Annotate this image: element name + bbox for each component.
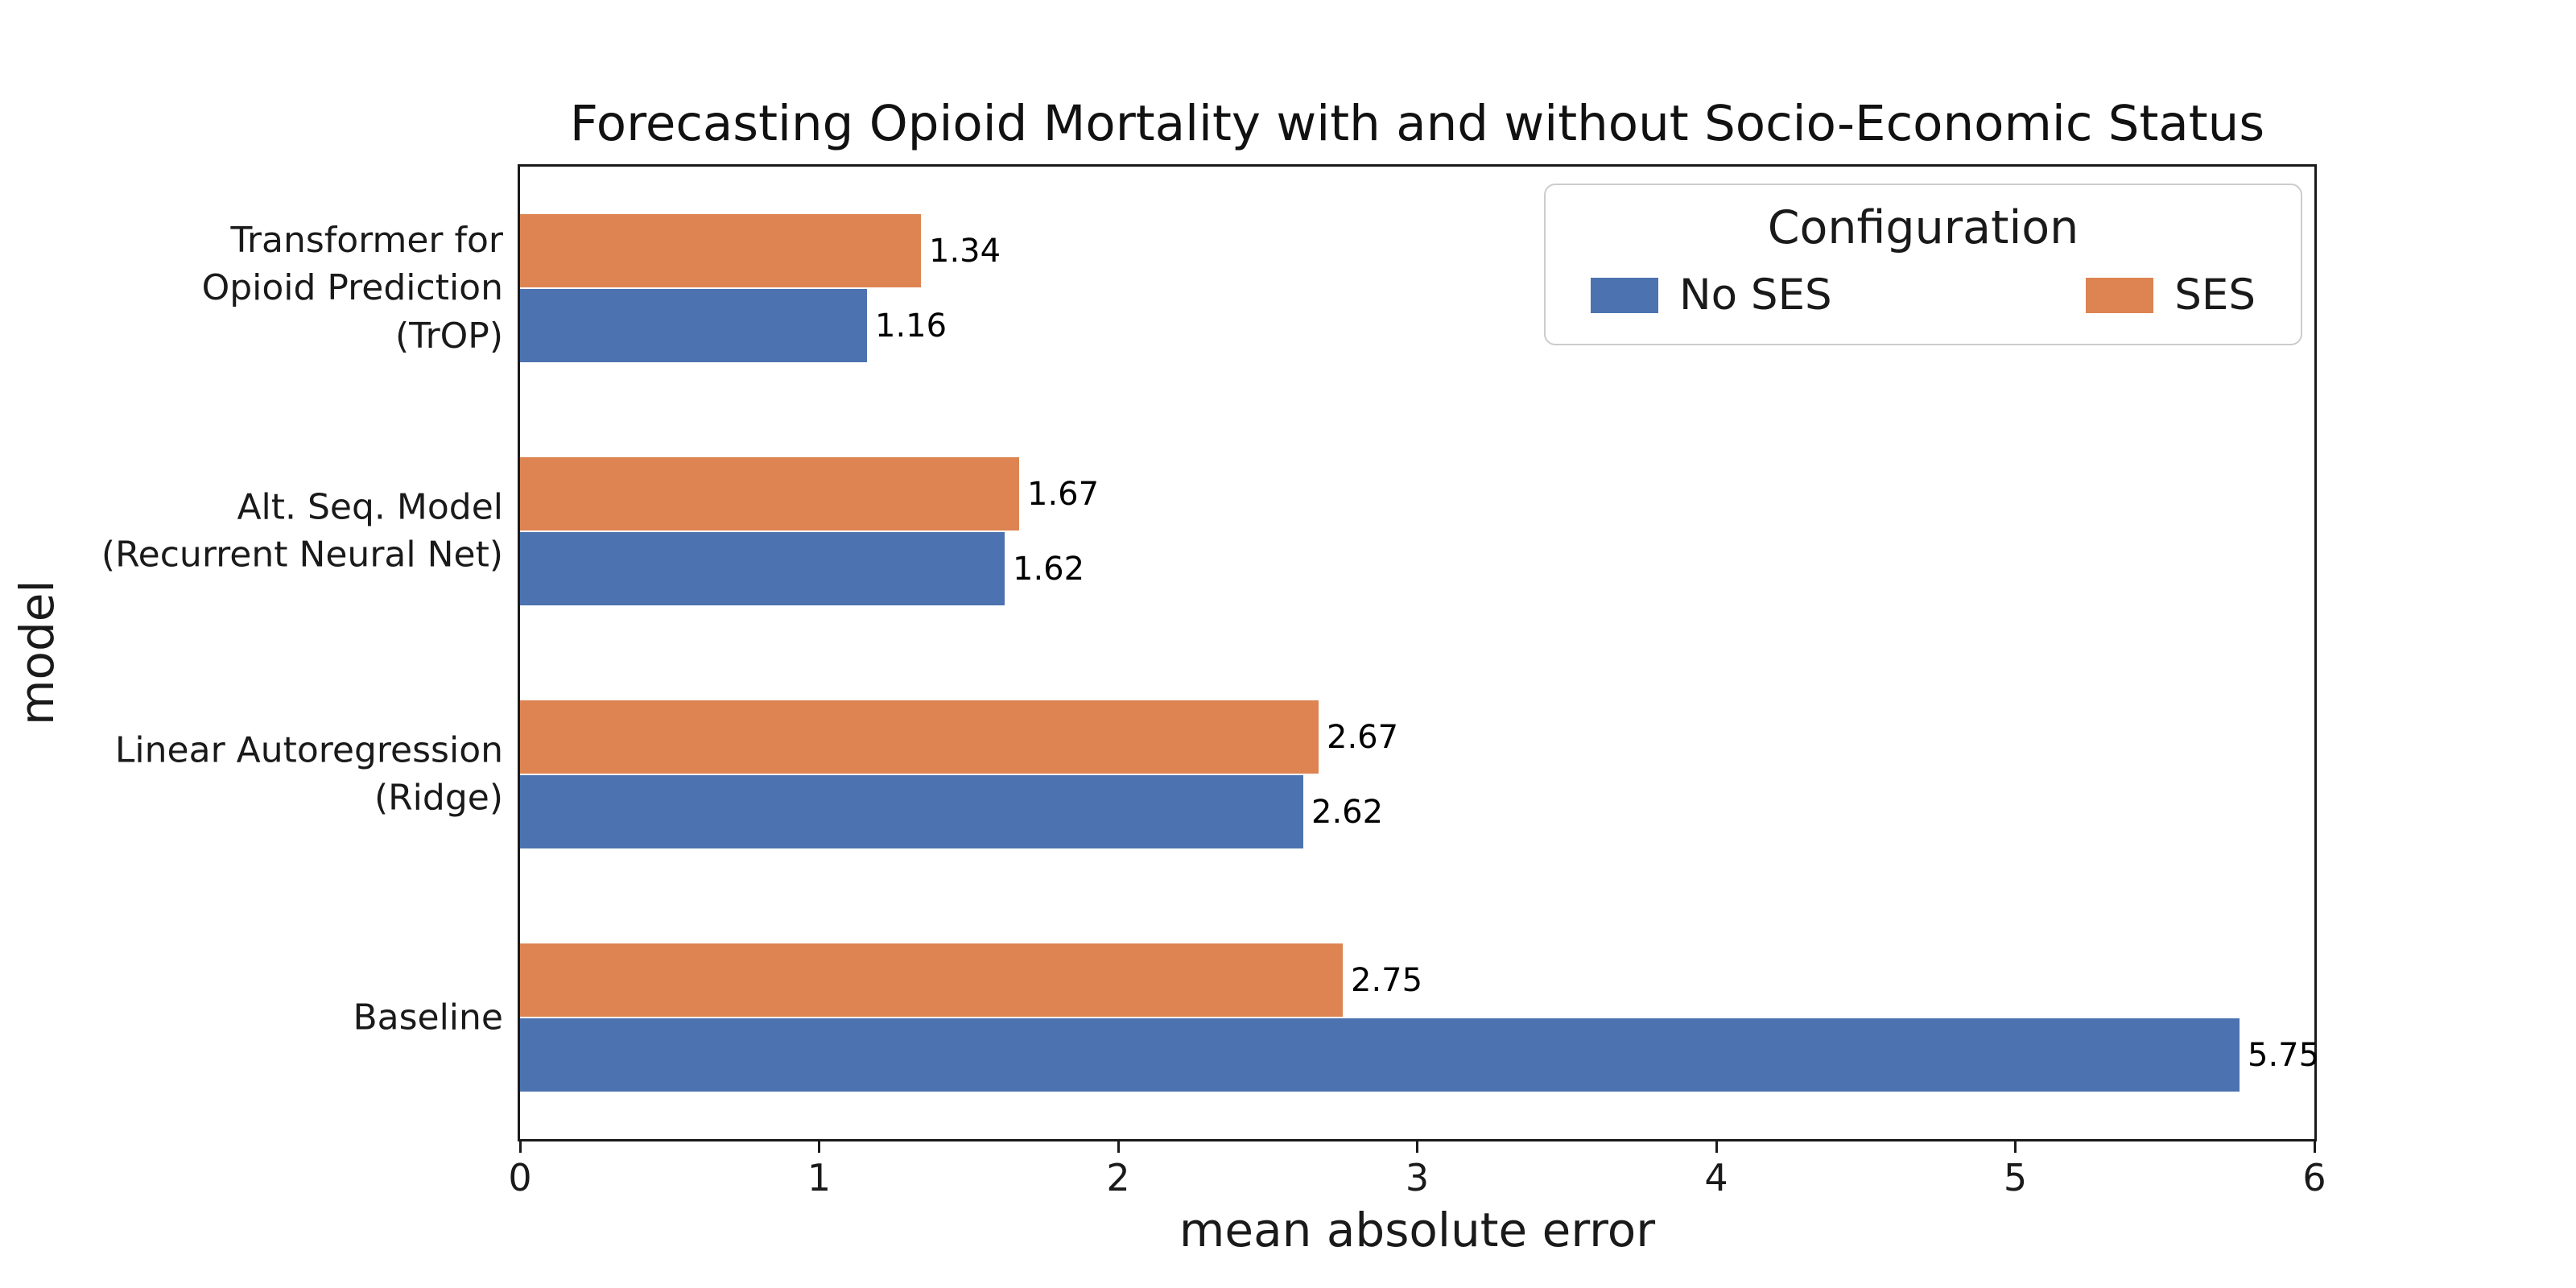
legend-entries: No SES SES [1583, 270, 2264, 320]
legend-title: Configuration [1767, 201, 2079, 254]
legend-entry: SES [2086, 270, 2256, 320]
legend-entry: No SES [1591, 270, 1832, 320]
bar-ses [520, 457, 1019, 530]
chart-title: Forecasting Opioid Mortality with and wi… [569, 95, 2265, 152]
bar-value-label: 2.62 [1311, 793, 1384, 831]
bar-value-label: 2.75 [1351, 961, 1423, 999]
x-tick-mark [1117, 1141, 1120, 1153]
x-tick-label: 4 [1704, 1156, 1728, 1199]
y-tick-label: Baseline [353, 997, 503, 1038]
legend-entry-label: SES [2174, 270, 2256, 320]
legend: Configuration No SES SES [1544, 184, 2302, 345]
bar-value-label: 1.34 [929, 232, 1001, 270]
bar-value-label: 1.16 [875, 307, 947, 345]
x-axis-label: mean absolute error [1179, 1203, 1656, 1257]
bar-value-label: 1.62 [1013, 550, 1085, 588]
legend-swatch-ses [2086, 277, 2154, 313]
x-tick-mark [2313, 1141, 2316, 1153]
x-tick-label: 2 [1106, 1156, 1130, 1199]
bar-ses [520, 700, 1319, 774]
bar-no-ses [520, 775, 1303, 848]
x-tick-mark [1715, 1141, 1718, 1153]
bar-ses [520, 943, 1343, 1017]
legend-entry-label: No SES [1679, 270, 1832, 320]
bar-ses [520, 214, 921, 287]
bar-value-label: 2.67 [1327, 718, 1399, 756]
x-tick-mark [1416, 1141, 1418, 1153]
y-tick-label: Alt. Seq. Model (Recurrent Neural Net) [101, 486, 503, 576]
x-tick-label: 5 [2003, 1156, 2028, 1199]
bar-value-label: 1.67 [1027, 475, 1100, 513]
x-tick-label: 3 [1405, 1156, 1430, 1199]
bar-no-ses [520, 532, 1005, 605]
bar-value-label: 5.75 [2248, 1036, 2320, 1074]
bar-no-ses [520, 1018, 2240, 1092]
x-tick-mark [2014, 1141, 2017, 1153]
x-tick-label: 6 [2302, 1156, 2326, 1199]
legend-swatch-no-ses [1591, 277, 1658, 313]
x-tick-label: 0 [508, 1156, 532, 1199]
x-tick-mark [818, 1141, 820, 1153]
y-tick-label: Transformer for Opioid Prediction (TrOP) [201, 219, 503, 357]
x-tick-label: 1 [807, 1156, 832, 1199]
y-tick-label: Linear Autoregression (Ridge) [114, 729, 503, 819]
bar-no-ses [520, 289, 867, 362]
x-tick-mark [518, 1141, 522, 1153]
